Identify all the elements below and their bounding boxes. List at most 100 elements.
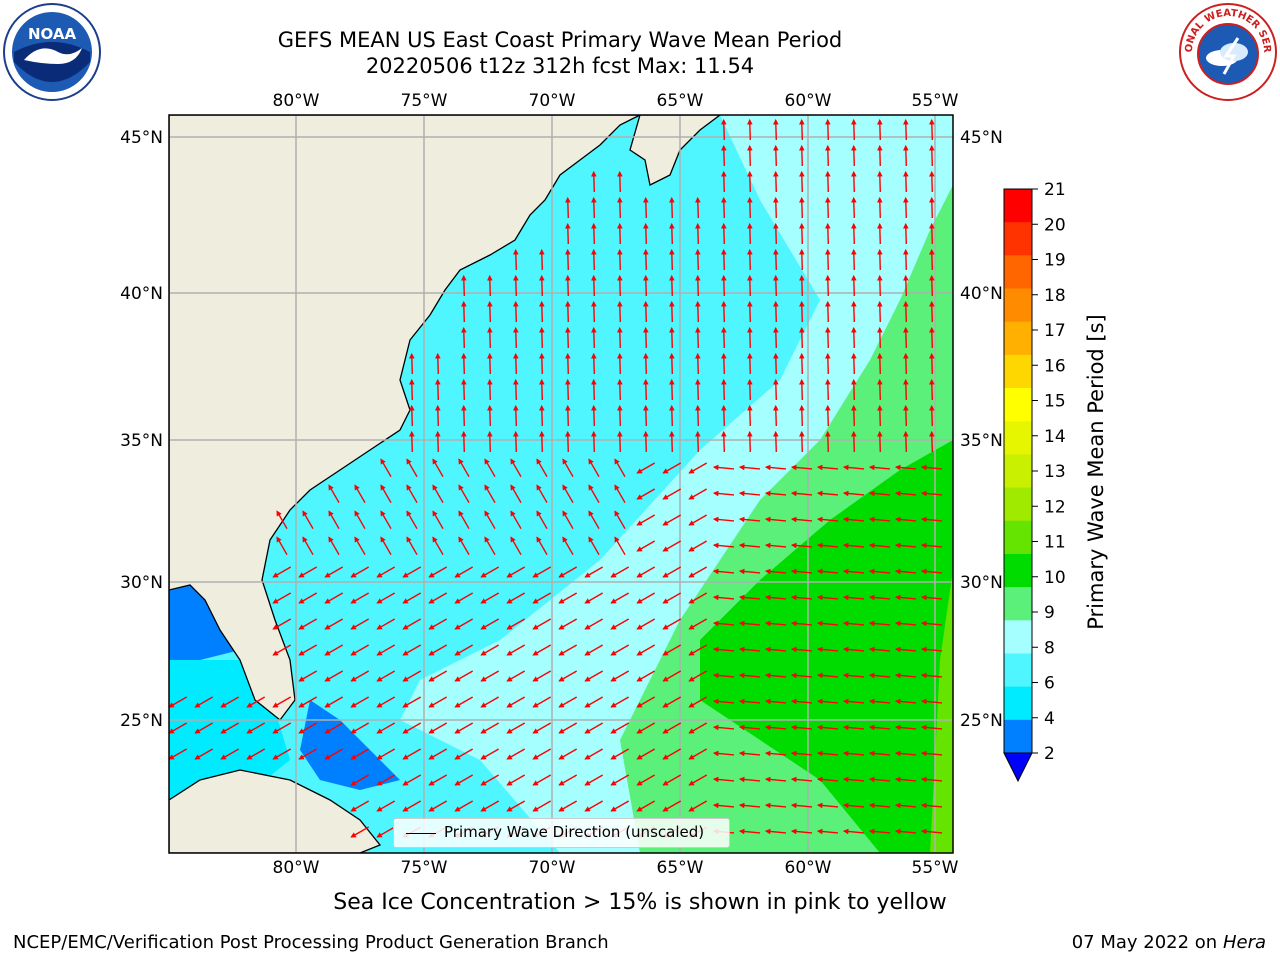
wave-direction-arrow [790,464,813,471]
wave-direction-arrow [773,404,779,427]
wave-direction-arrow [825,430,831,453]
wave-direction-arrow [662,722,682,734]
wave-direction-arrow [565,352,571,375]
wave-direction-arrow [428,696,448,708]
colorbar-tick-label: 12 [1044,497,1066,517]
wave-direction-arrow [773,430,779,453]
wave-direction-arrow [851,222,857,245]
wave-direction-arrow [617,196,623,219]
wave-direction-arrow [712,542,735,549]
wave-direction-arrow [920,490,943,497]
wave-direction-arrow [842,672,865,679]
wave-direction-arrow [868,490,891,497]
wave-direction-arrow [617,352,623,375]
wave-direction-arrow [513,404,519,427]
wave-direction-arrow [454,670,474,682]
period-contour-2-4-gulf [169,575,240,660]
wave-direction-arrow [402,566,422,578]
wave-direction-arrow [513,352,519,375]
colorbar-segment [1004,487,1032,522]
wave-direction-arrow [435,404,441,427]
wave-direction-arrow [688,670,708,682]
wave-direction-arrow [825,170,831,193]
wave-direction-arrow [712,620,735,627]
wave-direction-arrow [773,222,779,245]
colorbar-segment [1004,686,1032,721]
wave-direction-arrow [402,618,422,630]
wave-direction-arrow [376,826,396,838]
wave-direction-arrow [480,566,500,578]
wave-direction-arrow [532,774,552,786]
period-contour-2-4-bahamas [300,700,400,790]
wave-direction-arrow [454,566,474,578]
wave-direction-arrow [851,144,857,167]
wave-direction-arrow [409,378,415,401]
wave-direction-arrow [842,516,865,523]
wave-direction-arrow [868,516,891,523]
wave-direction-arrow [539,248,545,271]
wave-direction-arrow [558,670,578,682]
sea-ice-note: Sea Ice Concentration > 15% is shown in … [333,890,947,915]
wave-direction-arrow [773,300,779,323]
wave-direction-arrow [536,458,548,478]
wave-direction-arrow [662,540,682,552]
colorbar-tick-label: 9 [1044,603,1055,623]
wave-direction-arrow [662,670,682,682]
wave-direction-arrow [920,542,943,549]
wave-direction-arrow [868,776,891,783]
lon-tick-label-bottom: 60°W [785,858,832,878]
latitude-labels-left: 45°N 40°N 35°N 30°N 25°N [120,128,163,731]
wave-direction-arrow [324,566,344,578]
wave-direction-arrow [747,196,753,219]
wave-direction-arrow [565,196,571,219]
wave-direction-arrow [825,118,831,141]
wave-direction-arrow [402,592,422,604]
wave-direction-arrow [506,566,526,578]
wave-direction-arrow [480,670,500,682]
wave-direction-arrow [532,696,552,708]
wave-direction-arrow [851,170,857,193]
wave-direction-arrow [894,516,917,523]
wave-direction-arrow [738,724,761,731]
wave-direction-arrow [688,462,708,474]
wave-direction-arrow [376,696,396,708]
wave-direction-arrow [409,404,415,427]
wave-direction-arrow [773,170,779,193]
wave-direction-arrow [721,196,727,219]
wave-direction-arrow [799,248,805,271]
wave-direction-arrow [487,378,493,401]
wave-direction-arrow [825,248,831,271]
wave-direction-arrow [712,672,735,679]
lat-tick-label-right: 30°N [960,573,1003,593]
wave-direction-arrow [480,696,500,708]
wave-direction-arrow [920,464,943,471]
wave-direction-arrow [662,748,682,760]
wave-direction-arrow [643,352,649,375]
wave-direction-arrow [868,542,891,549]
wave-direction-arrow [790,594,813,601]
wave-direction-arrow [272,696,292,708]
wave-direction-arrow [324,722,344,734]
wave-direction-arrow [461,404,467,427]
wave-direction-arrow [484,510,496,530]
wave-direction-arrow [350,696,370,708]
wave-direction-arrow [764,568,787,575]
lon-tick-label-bottom: 80°W [273,858,320,878]
colorbar-tick-label: 6 [1044,674,1055,694]
wave-direction-arrow [877,430,883,453]
wave-direction-arrow [506,670,526,682]
wave-direction-arrow [584,644,604,656]
wave-direction-arrow [851,404,857,427]
wave-direction-arrow [532,722,552,734]
wave-direction-arrow [842,594,865,601]
wave-direction-arrow [712,776,735,783]
wave-direction-arrow [842,776,865,783]
wave-direction-arrow [825,300,831,323]
wave-direction-arrow [790,802,813,809]
wave-direction-arrow [738,672,761,679]
wave-direction-arrow [614,536,626,556]
wave-direction-arrow [790,828,813,835]
footer-date-text: 07 May 2022 on [1071,932,1218,953]
wave-direction-arrow [610,618,630,630]
wave-direction-arrow [747,144,753,167]
